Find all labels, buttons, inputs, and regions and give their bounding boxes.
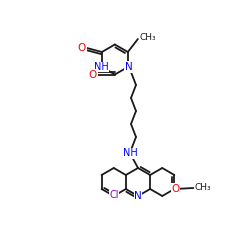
Text: O: O [171,184,179,194]
Text: NH: NH [94,62,108,72]
Text: N: N [125,62,133,72]
Text: Cl: Cl [109,190,118,200]
Text: N: N [134,191,142,201]
Text: O: O [89,70,97,80]
Text: O: O [78,43,86,53]
Text: CH₃: CH₃ [140,34,156,42]
Text: NH: NH [122,148,138,158]
Text: CH₃: CH₃ [194,184,211,192]
